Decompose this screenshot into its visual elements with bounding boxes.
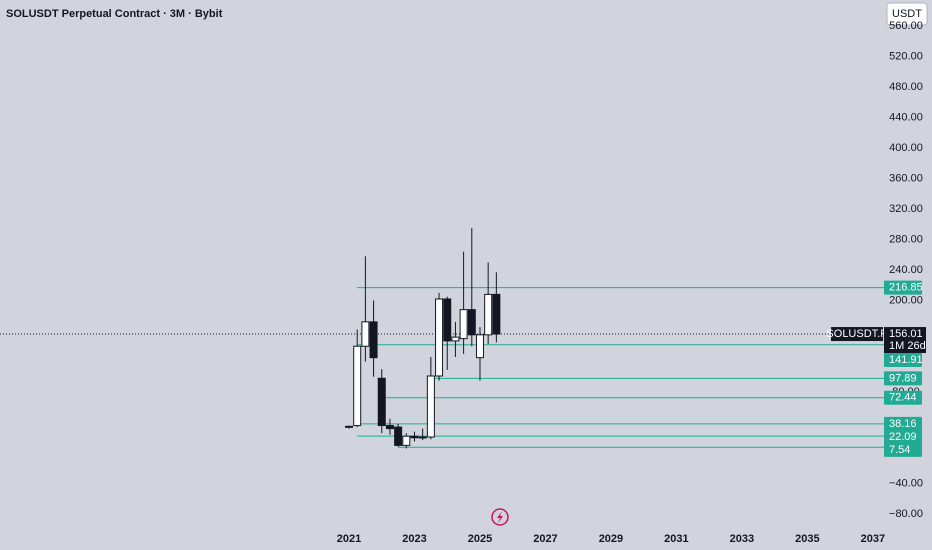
y-tick-label: 280.00 <box>889 233 923 245</box>
level-label-box <box>884 429 922 444</box>
y-tick-label: 560.00 <box>889 20 923 32</box>
level-label: 38.16 <box>889 418 917 430</box>
candle-body <box>353 345 362 427</box>
candle-body <box>369 321 378 359</box>
x-tick-label: 2021 <box>337 533 361 545</box>
level-label: 216.85 <box>889 282 923 294</box>
y-tick-label: 360.00 <box>889 172 923 184</box>
level-label-box <box>884 442 922 457</box>
level-label-box <box>884 280 922 295</box>
level-label-box <box>884 416 922 431</box>
y-tick-label: −40.00 <box>889 477 923 489</box>
level-label: 97.89 <box>889 372 917 384</box>
last-price-label: 156.01 <box>889 328 923 340</box>
candle-body <box>385 425 394 430</box>
x-tick-label: 2027 <box>533 533 557 545</box>
symbol-label: SOLUSDT.P <box>826 328 887 340</box>
level-label-box <box>884 390 922 405</box>
candle-body <box>361 321 370 347</box>
candle-body <box>435 298 444 377</box>
level-label: 141.91 <box>889 354 923 366</box>
x-tick-label: 2023 <box>402 533 426 545</box>
level-label: 22.09 <box>889 431 917 443</box>
candle-body <box>475 334 484 359</box>
x-tick-label: 2033 <box>730 533 754 545</box>
x-tick-label: 2025 <box>468 533 492 545</box>
y-tick-label: 400.00 <box>889 142 923 154</box>
x-tick-label: 2031 <box>664 533 688 545</box>
logo-icon <box>491 508 509 526</box>
level-label-box <box>884 371 922 386</box>
price-axis <box>884 0 932 550</box>
candle-body <box>459 309 468 340</box>
y-tick-label: 240.00 <box>889 264 923 276</box>
candle-body <box>451 336 460 342</box>
y-tick-label: −80.00 <box>889 508 923 520</box>
y-tick-label: 520.00 <box>889 50 923 62</box>
chart-title: SOLUSDT Perpetual Contract · 3M · Bybit <box>6 8 223 20</box>
candle-body <box>410 435 419 439</box>
level-label: 7.54 <box>889 444 910 456</box>
candle-body <box>484 293 493 336</box>
y-tick-label: 480.00 <box>889 81 923 93</box>
candle-body <box>467 309 476 336</box>
y-tick-label: 320.00 <box>889 203 923 215</box>
candle-body <box>426 375 435 438</box>
currency-button[interactable] <box>886 2 928 26</box>
y-tick-label: 440.00 <box>889 111 923 123</box>
candle-body <box>345 425 354 428</box>
candle-body <box>394 426 403 446</box>
candle-body <box>443 298 452 342</box>
candle-body <box>492 293 501 335</box>
candle-body <box>402 435 411 446</box>
x-tick-label: 2035 <box>795 533 819 545</box>
x-tick-label: 2037 <box>861 533 885 545</box>
y-tick-label: 200.00 <box>889 294 923 306</box>
currency-label[interactable]: USDT <box>892 8 922 20</box>
candle-body <box>377 377 386 427</box>
level-label-box <box>884 353 922 368</box>
last-price-box <box>884 327 926 354</box>
x-tick-label: 2029 <box>599 533 623 545</box>
symbol-label-box <box>831 327 883 342</box>
level-label: 72.44 <box>889 392 917 404</box>
candle-body <box>418 436 427 439</box>
countdown-label: 1M 26d <box>889 340 926 352</box>
